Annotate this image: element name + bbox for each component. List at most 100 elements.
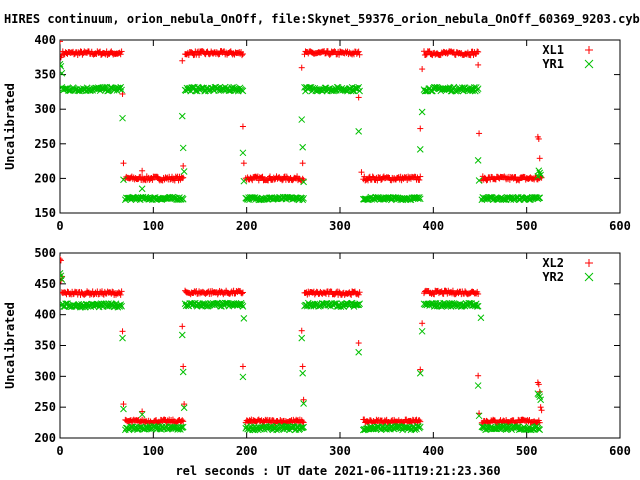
data-point xyxy=(431,291,438,298)
legend-marker xyxy=(585,46,593,54)
data-point xyxy=(178,112,186,120)
x-tick-label: 200 xyxy=(236,444,258,458)
data-point xyxy=(465,299,473,307)
data-point xyxy=(474,382,482,389)
data-point xyxy=(475,412,483,420)
y-tick-label: 400 xyxy=(34,308,56,322)
data-point xyxy=(240,160,247,167)
data-point xyxy=(536,169,544,177)
data-point xyxy=(535,381,542,388)
data-point xyxy=(118,302,125,310)
data-point xyxy=(537,396,545,404)
data-point xyxy=(298,327,305,334)
data-point xyxy=(60,69,66,77)
data-point xyxy=(475,372,482,379)
data-point xyxy=(499,196,507,203)
data-point xyxy=(299,160,306,167)
data-point xyxy=(238,301,246,309)
x-tick-label: 300 xyxy=(329,219,351,233)
data-point xyxy=(180,162,187,169)
y-axis-label: Uncalibrated xyxy=(3,83,17,170)
data-point xyxy=(180,174,187,181)
data-point xyxy=(536,194,544,202)
x-tick-label: 400 xyxy=(422,444,444,458)
data-point xyxy=(180,363,187,370)
data-point xyxy=(179,368,187,376)
data-point xyxy=(365,177,371,184)
x-tick-label: 100 xyxy=(142,444,164,458)
data-point xyxy=(298,116,306,123)
data-point xyxy=(326,51,333,58)
data-point xyxy=(417,366,424,373)
data-point xyxy=(239,50,246,57)
data-point xyxy=(239,373,247,381)
data-point xyxy=(299,418,306,425)
data-point xyxy=(474,302,482,310)
data-point xyxy=(417,173,424,180)
data-point xyxy=(416,417,423,424)
data-point xyxy=(355,94,362,101)
chart-title: HIRES continuum, orion_nebula_OnOff, fil… xyxy=(4,12,640,27)
legend-label: YR2 xyxy=(542,270,564,284)
y-tick-label: 250 xyxy=(34,137,56,151)
legend-label: XL2 xyxy=(542,256,564,270)
data-point xyxy=(267,173,273,180)
data-point xyxy=(240,315,248,322)
data-point xyxy=(474,85,482,93)
data-point xyxy=(179,417,186,424)
data-points xyxy=(60,256,545,434)
data-point xyxy=(422,51,429,58)
series-yr2 xyxy=(60,269,545,434)
data-point xyxy=(239,87,247,95)
data-point xyxy=(300,400,307,407)
data-point xyxy=(139,167,146,174)
data-point xyxy=(356,87,363,95)
data-point xyxy=(416,176,423,183)
data-point xyxy=(239,149,247,157)
data-point xyxy=(109,288,116,295)
data-point xyxy=(416,369,424,377)
data-point xyxy=(271,176,278,183)
data-point xyxy=(170,424,178,431)
data-point xyxy=(358,169,365,176)
data-point xyxy=(471,302,479,310)
data-point xyxy=(354,301,362,309)
x-tick-label: 300 xyxy=(329,444,351,458)
data-point xyxy=(249,177,256,184)
data-point xyxy=(536,419,543,426)
data-point xyxy=(179,423,187,431)
x-tick-label: 400 xyxy=(422,219,444,233)
data-point xyxy=(79,303,86,311)
x-tick-label: 500 xyxy=(516,219,538,233)
data-point xyxy=(259,173,266,180)
y-tick-label: 350 xyxy=(34,68,56,82)
data-point xyxy=(419,320,426,327)
data-point xyxy=(120,405,127,413)
series-yr1 xyxy=(60,60,545,204)
y-axis-label: Uncalibrated xyxy=(3,302,17,389)
data-point xyxy=(475,48,482,55)
data-point xyxy=(239,52,245,59)
data-point xyxy=(475,290,482,297)
data-point xyxy=(120,176,127,184)
data-point xyxy=(298,64,305,71)
series-xl1 xyxy=(60,40,545,184)
x-tick-label: 0 xyxy=(56,444,63,458)
data-point xyxy=(536,155,543,162)
data-point xyxy=(181,401,188,408)
data-point xyxy=(535,194,543,202)
data-point xyxy=(355,127,363,135)
data-point xyxy=(60,257,64,264)
data-point xyxy=(300,396,307,403)
data-point xyxy=(474,157,482,164)
data-point xyxy=(138,411,146,418)
legend-label: YR1 xyxy=(542,57,564,71)
y-tick-label: 200 xyxy=(34,171,56,185)
x-tick-label: 100 xyxy=(142,219,164,233)
data-point xyxy=(269,417,276,424)
data-point xyxy=(534,172,542,180)
data-point xyxy=(179,144,187,152)
data-point xyxy=(120,401,127,408)
